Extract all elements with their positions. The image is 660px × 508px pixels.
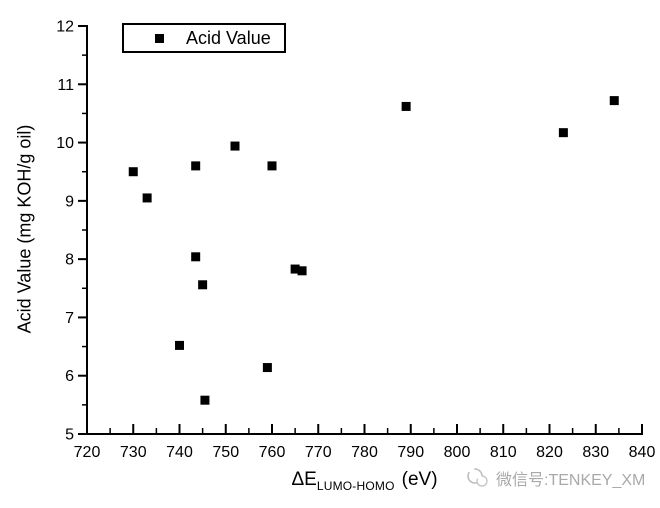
x-axis-title-main: ΔE: [291, 469, 317, 490]
data-point: [267, 161, 277, 171]
data-point: [142, 193, 152, 203]
x-tick-label: 730: [120, 444, 147, 461]
data-point: [262, 363, 272, 373]
legend-marker-icon: [155, 33, 164, 43]
data-point: [175, 340, 184, 350]
x-tick-label: 720: [74, 444, 101, 461]
x-tick-label: 780: [351, 444, 378, 461]
x-axis-title-unit: (eV): [401, 469, 438, 490]
data-point: [290, 264, 300, 274]
data-point: [609, 96, 619, 106]
y-tick-label: 5: [65, 427, 74, 444]
data-point: [191, 252, 201, 262]
y-tick-label: 12: [56, 19, 74, 36]
watermark-text: 微信号:TENKEY_XM: [496, 472, 646, 489]
x-tick-label: 820: [536, 444, 563, 461]
x-tick-label: 810: [490, 444, 517, 461]
y-axis-title: Acid Value (mg KOH/g oil): [14, 124, 35, 334]
data-point: [297, 266, 307, 276]
x-tick-label: 760: [259, 444, 286, 461]
data-point: [191, 161, 201, 171]
x-tick-label: 770: [305, 444, 332, 461]
y-tick-label: 10: [56, 135, 74, 152]
y-tick-label: 6: [65, 368, 74, 385]
x-tick-label: 790: [397, 444, 424, 461]
data-point: [230, 141, 240, 151]
data-point: [401, 101, 411, 111]
legend: Acid Value: [122, 23, 286, 53]
x-tick-label: 750: [212, 444, 239, 461]
data-point: [200, 395, 210, 405]
x-axis-title: ΔELUMO-HOMO (eV): [87, 469, 642, 493]
y-tick-label: 11: [57, 77, 74, 94]
data-point: [128, 167, 138, 177]
x-tick-label: 740: [166, 444, 193, 461]
x-tick-label: 830: [582, 444, 609, 461]
y-tick-label: 8: [65, 252, 74, 269]
y-tick-label: 7: [65, 310, 74, 327]
data-point: [558, 128, 568, 138]
wechat-icon: [467, 468, 488, 487]
x-tick-label: 840: [629, 444, 656, 461]
y-tick-label: 9: [65, 193, 74, 210]
data-point: [198, 280, 208, 290]
x-axis-title-subscript: LUMO-HOMO: [316, 478, 395, 493]
legend-label: Acid Value: [186, 27, 271, 48]
watermark: 微信号:TENKEY_XM: [465, 466, 645, 490]
x-tick-label: 800: [444, 444, 471, 461]
